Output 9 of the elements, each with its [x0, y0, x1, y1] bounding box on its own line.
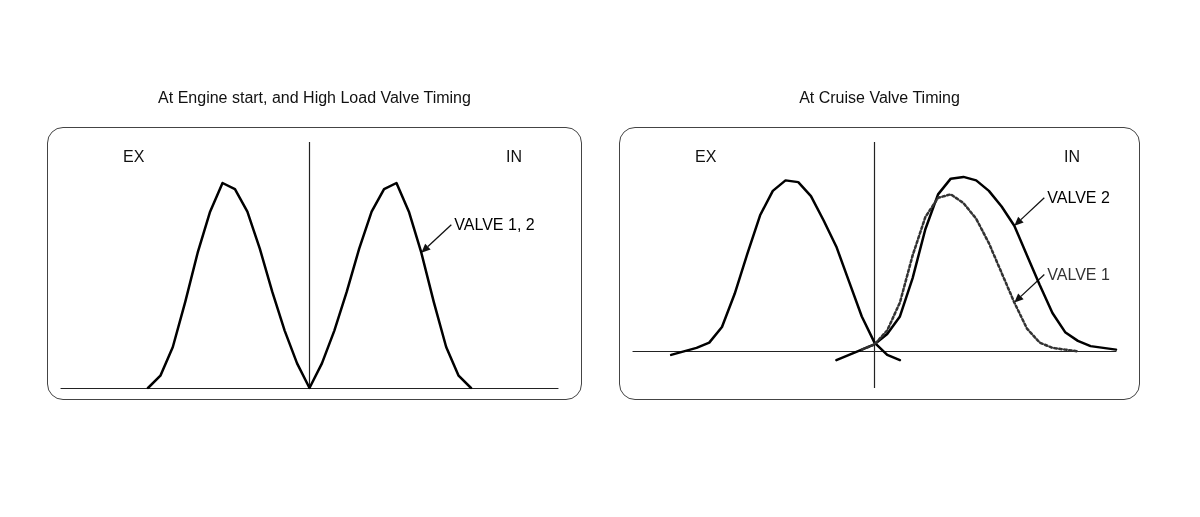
text: VALVE 1, 2 [454, 216, 535, 234]
text: VALVE 1 [1047, 266, 1110, 284]
text: EX [695, 147, 717, 165]
chart-title: At Cruise Valve Timing [799, 88, 960, 106]
text: IN [506, 147, 522, 165]
text: VALVE 2 [1047, 189, 1110, 207]
text: EX [123, 147, 145, 165]
text: IN [1064, 147, 1080, 165]
chart-title: At Engine start, and High Load Valve Timing [158, 88, 471, 106]
